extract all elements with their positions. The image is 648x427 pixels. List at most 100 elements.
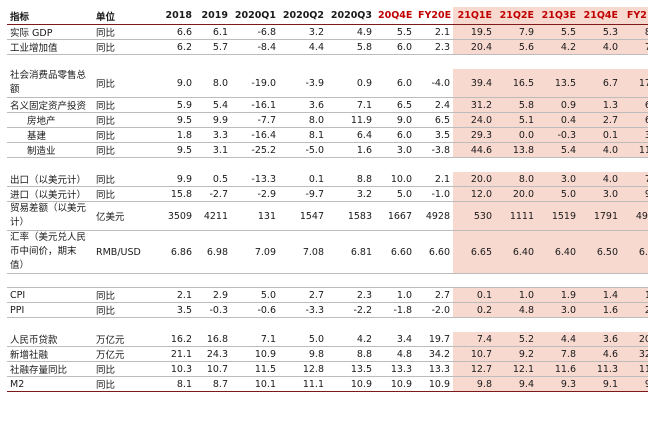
value-cell: 10.0 <box>375 172 415 187</box>
value-cell: 3.0 <box>375 142 415 158</box>
value-cell: 6.1 <box>621 112 648 128</box>
value-cell: 11.3 <box>621 361 648 377</box>
row-unit: 同比 <box>93 127 159 143</box>
value-cell: 29.3 <box>453 127 495 143</box>
value-cell: 131 <box>231 201 279 231</box>
value-cell: 6.98 <box>195 230 231 274</box>
value-cell: 20.4 <box>453 39 495 55</box>
value-cell: -16.4 <box>231 127 279 143</box>
value-cell: 4.2 <box>327 332 375 347</box>
value-cell: 2.9 <box>195 287 231 303</box>
value-cell: 5.5 <box>537 24 579 40</box>
value-cell: 44.6 <box>453 142 495 158</box>
value-cell: 5.4 <box>195 97 231 113</box>
value-cell: 0.0 <box>495 127 537 143</box>
value-cell: 6.4 <box>327 127 375 143</box>
value-cell: 1.8 <box>159 127 195 143</box>
spacer-cell <box>7 273 648 288</box>
value-cell: 8.8 <box>327 172 375 187</box>
col-header-2020q2: 2020Q2 <box>279 7 327 25</box>
col-header-20q4e: 20Q4E <box>375 7 415 25</box>
value-cell: 16.2 <box>159 332 195 347</box>
value-cell: 6.6 <box>159 24 195 40</box>
value-cell: 0.9 <box>537 97 579 113</box>
value-cell: -7.7 <box>231 112 279 128</box>
value-cell: -3.3 <box>279 302 327 318</box>
value-cell: 0.1 <box>453 287 495 303</box>
value-cell: 12.1 <box>495 361 537 377</box>
value-cell: 8.9 <box>621 24 648 40</box>
value-cell: 3509 <box>159 201 195 231</box>
value-cell: -2.9 <box>231 186 279 202</box>
value-cell: 1.1 <box>621 287 648 303</box>
table-row: 汇率（美元兑人民币中间价，期末值） RMB/USD 6.86 6.98 7.09 7.08… <box>7 230 648 274</box>
value-cell: 6.0 <box>375 127 415 143</box>
value-cell: -0.3 <box>195 302 231 318</box>
value-cell: 6.2 <box>159 39 195 55</box>
value-cell: 8.0 <box>279 112 327 128</box>
value-cell: 2.7 <box>415 287 453 303</box>
value-cell: 0.2 <box>453 302 495 318</box>
value-cell: 32.3 <box>621 346 648 362</box>
value-cell: 5.9 <box>159 97 195 113</box>
value-cell: 3.2 <box>327 186 375 202</box>
row-label: CPI <box>7 287 93 303</box>
value-cell: 7.8 <box>537 346 579 362</box>
value-cell: 13.5 <box>327 361 375 377</box>
value-cell: 20.0 <box>495 186 537 202</box>
value-cell: 1583 <box>327 201 375 231</box>
forecast-table: 指标 单位 2018 2019 2020Q1 2020Q2 2020Q3 20Q… <box>7 7 648 392</box>
table-row: 出口（以美元计） 同比 9.9 0.5 -13.3 0.1 8.8 10.0 2.1 20.0 8.… <box>7 172 648 187</box>
table-row: 社融存量同比 同比 10.3 10.7 11.5 12.8 13.5 13.3 13.3 12.7… <box>7 361 648 377</box>
row-unit: 万亿元 <box>93 332 159 347</box>
row-label: M2 <box>7 376 93 392</box>
value-cell: 7.9 <box>495 24 537 40</box>
row-label: 进口（以美元计） <box>7 186 93 202</box>
row-label: 房地产 <box>7 112 93 128</box>
value-cell: 3.3 <box>195 127 231 143</box>
value-cell: 9.1 <box>579 376 621 392</box>
value-cell: -2.0 <box>415 302 453 318</box>
row-unit: 同比 <box>93 39 159 55</box>
value-cell: 1.6 <box>327 142 375 158</box>
value-cell: 2.1 <box>415 172 453 187</box>
value-cell: -2.2 <box>327 302 375 318</box>
value-cell: 5.5 <box>375 24 415 40</box>
value-cell: 3.0 <box>579 186 621 202</box>
value-cell: -4.0 <box>415 69 453 98</box>
value-cell: 7.4 <box>453 332 495 347</box>
table-row: 人民币贷款 万亿元 16.2 16.8 7.1 5.0 4.2 3.4 19.7 7.4 5.2 4.… <box>7 332 648 347</box>
value-cell: 1.3 <box>579 97 621 113</box>
value-cell: 2.7 <box>279 287 327 303</box>
spacer-row <box>7 273 648 288</box>
value-cell: 4.8 <box>495 302 537 318</box>
value-cell: 8.0 <box>195 69 231 98</box>
row-label: 实际 GDP <box>7 24 93 40</box>
value-cell: 6.40 <box>495 230 537 274</box>
value-cell: 9.0 <box>621 186 648 202</box>
value-cell: 13.5 <box>537 69 579 98</box>
spacer-row <box>7 55 648 70</box>
value-cell: 6.65 <box>453 230 495 274</box>
value-cell: 10.1 <box>231 376 279 392</box>
value-cell: 2.4 <box>415 97 453 113</box>
value-cell: 5.8 <box>327 39 375 55</box>
value-cell: -16.1 <box>231 97 279 113</box>
value-cell: 6.60 <box>375 230 415 274</box>
value-cell: 11.8 <box>621 142 648 158</box>
value-cell: 9.5 <box>159 142 195 158</box>
value-cell: 9.8 <box>279 346 327 362</box>
value-cell: -3.9 <box>279 69 327 98</box>
col-header-fy21e: FY21E <box>621 7 648 25</box>
value-cell: 17.3 <box>621 69 648 98</box>
value-cell: -1.0 <box>415 186 453 202</box>
row-label: PPI <box>7 302 93 318</box>
value-cell: 5.8 <box>495 97 537 113</box>
row-label: 人民币贷款 <box>7 332 93 347</box>
row-unit: RMB/USD <box>93 230 159 274</box>
value-cell: 13.3 <box>415 361 453 377</box>
value-cell: 15.8 <box>159 186 195 202</box>
value-cell: 31.2 <box>453 97 495 113</box>
value-cell: 3.0 <box>537 302 579 318</box>
value-cell: 7.08 <box>279 230 327 274</box>
